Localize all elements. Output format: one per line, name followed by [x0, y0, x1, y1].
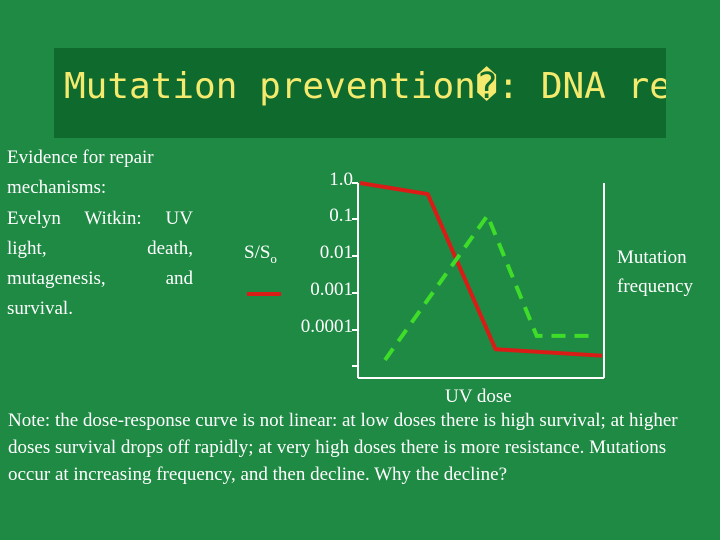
survival-line — [359, 181, 603, 358]
mutation-frequency-label: Mutation frequency — [617, 247, 693, 297]
y-tick-label: 0.1 — [329, 205, 353, 226]
witkin-text: Evelyn Witkin: UV light, death, mutagene… — [7, 208, 193, 319]
title-box: Mutation prevention�: DNA rep — [54, 48, 666, 138]
slide-title: Mutation prevention�: DNA rep — [64, 66, 666, 107]
y-tick-label: 0.01 — [319, 242, 353, 263]
x-axis-label: UV dose — [445, 386, 512, 407]
y-axis-label: S/So — [244, 242, 277, 266]
y-tick-label: 0.0001 — [300, 316, 353, 337]
y-tick-label: 0.001 — [310, 279, 353, 300]
y-tick-label: 1.0 — [329, 169, 353, 190]
note-text: Note: the dose-response curve is not lin… — [8, 410, 678, 485]
evidence-heading: Evidence for repair mechanisms: — [7, 147, 154, 198]
mutation-frequency-line — [383, 211, 590, 362]
